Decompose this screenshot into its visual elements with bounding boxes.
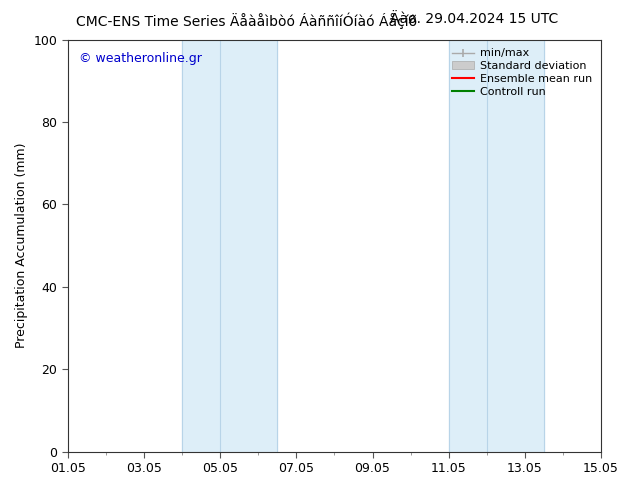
Text: CMC-ENS Time Series Äåàåìbòó ÁàññîíÓíàó Áåçíô: CMC-ENS Time Series Äåàåìbòó ÁàññîíÓíàó … — [76, 12, 417, 29]
Text: © weatheronline.gr: © weatheronline.gr — [79, 52, 202, 65]
Text: Äàø. 29.04.2024 15 UTC: Äàø. 29.04.2024 15 UTC — [390, 12, 558, 26]
Legend: min/max, Standard deviation, Ensemble mean run, Controll run: min/max, Standard deviation, Ensemble me… — [449, 45, 595, 100]
Bar — [182, 40, 277, 452]
Bar — [449, 40, 544, 452]
Y-axis label: Precipitation Accumulation (mm): Precipitation Accumulation (mm) — [15, 143, 28, 348]
